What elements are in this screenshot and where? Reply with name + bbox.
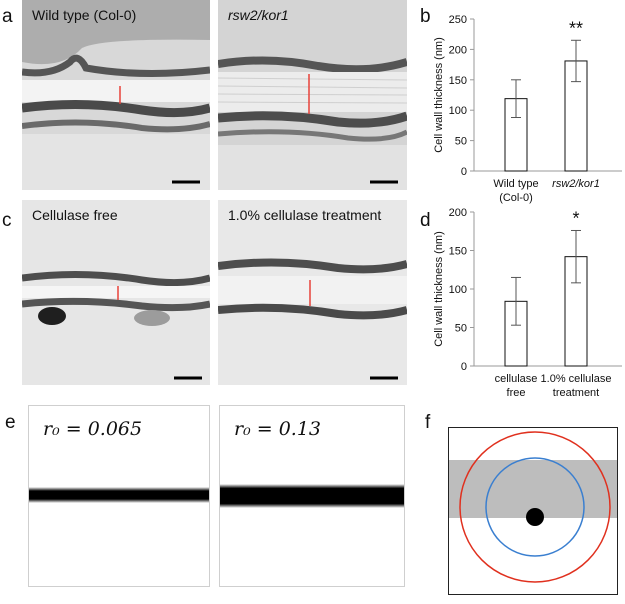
micrograph-cellulase-free: Cellulase free [22,200,210,385]
micrograph-cellulase-free-image [22,200,210,385]
y-tick-label: 200 [449,207,467,219]
significance-label: ** [569,18,583,38]
outer-circle [459,431,611,583]
category-label: cellulase [495,373,538,385]
y-tick-label: 0 [461,166,467,178]
y-axis-label: Cell wall thickness (nm) [433,37,445,153]
y-tick-label: 0 [461,361,467,373]
micrograph-rsw2-kor1: rsw2/kor1 [218,0,407,190]
simulation-band-image [29,487,209,503]
simulation-r0-013: r₀ = 0.13 [219,405,405,587]
panel-label-d: d [420,210,431,231]
category-label: 1.0% cellulase [541,373,612,385]
simulation-band-image [220,484,404,508]
category-label: rsw2/kor1 [552,178,600,190]
geometry-diagram [448,427,618,595]
panel-label-c: c [2,210,12,231]
panel-label-e: e [5,412,16,433]
y-tick-label: 50 [455,323,467,335]
micrograph-label: 1.0% cellulase treatment [228,207,382,223]
y-tick-label: 100 [449,284,467,296]
category-label: Wild type [493,178,538,190]
significance-label: * [572,208,579,228]
micrograph-label: Wild type (Col-0) [32,7,137,23]
micrograph-wild-type-image [22,0,210,190]
category-label: treatment [553,387,599,399]
chart-b-cell-wall-thickness: Cell wall thickness (nm) 0 50 100 150 200 250 W… [433,14,622,204]
simulation-r0-0065: r₀ = 0.065 [28,405,210,587]
micrograph-cellulase-treatment: 1.0% cellulase treatment [218,200,407,385]
micrograph-label: Cellulase free [32,207,118,223]
panel-label-b: b [420,6,431,27]
y-tick-label: 50 [455,136,467,148]
category-label: free [507,387,526,399]
simulation-label: r₀ = 0.13 [234,418,322,440]
y-tick-label: 250 [449,14,467,26]
panel-label-a: a [2,6,13,27]
micrograph-label: rsw2/kor1 [228,7,289,23]
y-tick-label: 100 [449,105,467,117]
y-tick-label: 150 [449,246,467,258]
y-tick-label: 150 [449,75,467,87]
y-axis-label: Cell wall thickness (nm) [433,231,445,347]
inner-circle [485,457,585,557]
panel-label-f: f [425,412,431,433]
simulation-label: r₀ = 0.065 [43,418,143,440]
category-label: (Col-0) [499,192,533,204]
micrograph-wild-type: Wild type (Col-0) [22,0,210,190]
y-tick-label: 200 [449,44,467,56]
center-particle [526,508,544,526]
micrograph-cellulase-treatment-image [218,200,407,385]
chart-d-cell-wall-thickness: Cell wall thickness (nm) 0 50 100 150 200 cell… [433,207,622,399]
micrograph-rsw2-kor1-image [218,0,407,190]
